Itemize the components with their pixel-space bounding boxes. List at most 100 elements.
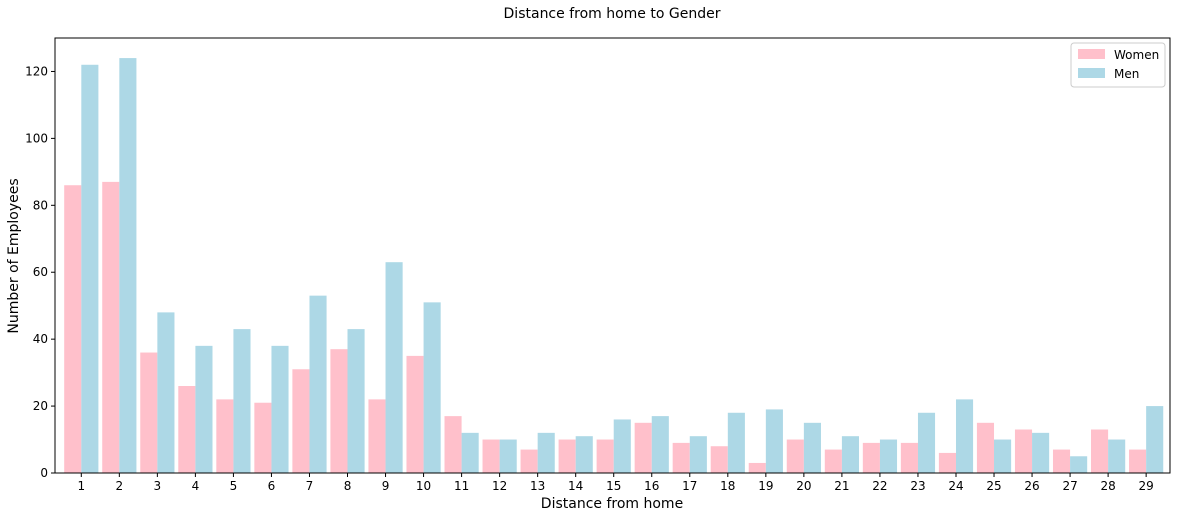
bar-men-8 [347, 329, 365, 473]
bar-women-13 [520, 449, 538, 473]
y-tick-label: 20 [33, 399, 48, 413]
bar-men-17 [689, 436, 707, 473]
x-tick-label: 21 [834, 479, 849, 493]
bar-men-18 [727, 412, 745, 473]
x-tick-label: 24 [948, 479, 963, 493]
bar-men-19 [765, 409, 783, 473]
x-tick-label: 22 [872, 479, 887, 493]
legend-label-men: Men [1114, 67, 1139, 81]
bar-men-6 [271, 345, 289, 473]
bar-men-2 [119, 58, 137, 473]
plot-frame [54, 37, 1171, 474]
chart-title: Distance from home to Gender [504, 6, 721, 22]
bar-women-7 [292, 369, 310, 473]
bar-women-27 [1052, 449, 1071, 473]
bar-women-14 [558, 439, 576, 473]
bar-women-26 [1014, 429, 1033, 473]
x-tick-label: 23 [910, 479, 925, 493]
bar-women-28 [1091, 429, 1109, 473]
x-tick-label: 12 [492, 479, 507, 493]
bar-women-25 [976, 422, 995, 473]
legend-swatch-women [1078, 49, 1105, 59]
bar-women-6 [254, 402, 272, 473]
x-tick-label: 13 [530, 479, 545, 493]
bar-women-12 [482, 439, 500, 473]
x-tick-label: 29 [1138, 479, 1153, 493]
x-tick-label: 16 [644, 479, 659, 493]
bar-women-20 [786, 439, 804, 473]
bar-men-11 [461, 432, 479, 473]
bar-men-28 [1108, 439, 1126, 473]
bar-men-21 [841, 436, 859, 473]
bar-women-17 [672, 442, 690, 473]
x-tick-label: 19 [758, 479, 773, 493]
bar-men-1 [81, 64, 99, 474]
bar-men-14 [575, 436, 593, 473]
y-tick-label: 0 [40, 466, 48, 480]
x-tick-label: 5 [230, 479, 238, 493]
bar-men-7 [309, 295, 327, 473]
x-tick-label: 4 [192, 479, 200, 493]
bars-group [64, 58, 1164, 474]
bar-men-26 [1032, 432, 1050, 473]
bar-women-1 [64, 185, 82, 474]
x-tick-label: 10 [416, 479, 431, 493]
x-tick-label: 8 [344, 479, 352, 493]
bar-women-3 [140, 352, 158, 473]
x-tick-label: 9 [382, 479, 390, 493]
x-tick-label: 17 [682, 479, 697, 493]
bar-men-12 [499, 439, 517, 473]
x-tick-label: 11 [454, 479, 469, 493]
x-tick-label: 7 [306, 479, 314, 493]
x-tick-label: 14 [568, 479, 583, 493]
bar-men-23 [917, 412, 936, 473]
bar-women-10 [406, 355, 424, 473]
legend: Women Men [1070, 42, 1166, 88]
y-tick-label: 80 [33, 198, 48, 212]
y-tick-label: 60 [33, 265, 48, 279]
legend-label-women: Women [1114, 48, 1159, 62]
y-tick-label: 100 [25, 131, 48, 145]
bar-men-4 [195, 345, 213, 473]
bar-men-25 [994, 439, 1012, 473]
bar-women-2 [102, 181, 120, 473]
legend-swatch-men [1078, 68, 1105, 78]
bar-women-5 [216, 399, 234, 473]
x-tick-label: 2 [116, 479, 124, 493]
bar-men-5 [233, 329, 251, 473]
bar-women-23 [900, 442, 918, 473]
bar-men-20 [803, 422, 821, 473]
x-tick-label: 3 [154, 479, 162, 493]
bar-women-15 [596, 439, 614, 473]
x-tick-label: 6 [268, 479, 276, 493]
x-tick-label: 18 [720, 479, 735, 493]
bar-women-11 [444, 416, 462, 473]
bar-women-22 [862, 442, 880, 473]
x-tick-label: 27 [1062, 479, 1077, 493]
bar-women-9 [368, 399, 386, 473]
y-axis-label: Number of Employees [6, 178, 22, 333]
bar-men-13 [537, 432, 555, 473]
bar-women-16 [634, 422, 652, 473]
bar-women-18 [710, 446, 728, 473]
bar-men-3 [157, 312, 175, 473]
bar-women-4 [178, 386, 196, 473]
y-ticks: 0 20 40 60 80 100 120 [25, 64, 55, 480]
bar-men-22 [879, 439, 898, 473]
bar-women-19 [748, 462, 766, 473]
bar-women-8 [330, 349, 348, 473]
bar-men-10 [423, 302, 441, 473]
x-ticks: 1 2 3 4 5 6 7 8 9 10 11 12 13 14 15 16 17 18 19 20 21 22 23 24 2… [77, 473, 1154, 493]
bar-men-27 [1070, 456, 1088, 473]
x-tick-label: 15 [606, 479, 621, 493]
bar-men-24 [955, 399, 974, 473]
x-tick-label: 26 [1024, 479, 1039, 493]
x-tick-label: 28 [1100, 479, 1115, 493]
x-tick-label: 25 [986, 479, 1001, 493]
bar-men-9 [385, 262, 403, 473]
bar-men-29 [1146, 406, 1164, 473]
x-tick-label: 1 [77, 479, 85, 493]
bar-women-29 [1129, 449, 1147, 473]
y-tick-label: 120 [25, 64, 48, 78]
